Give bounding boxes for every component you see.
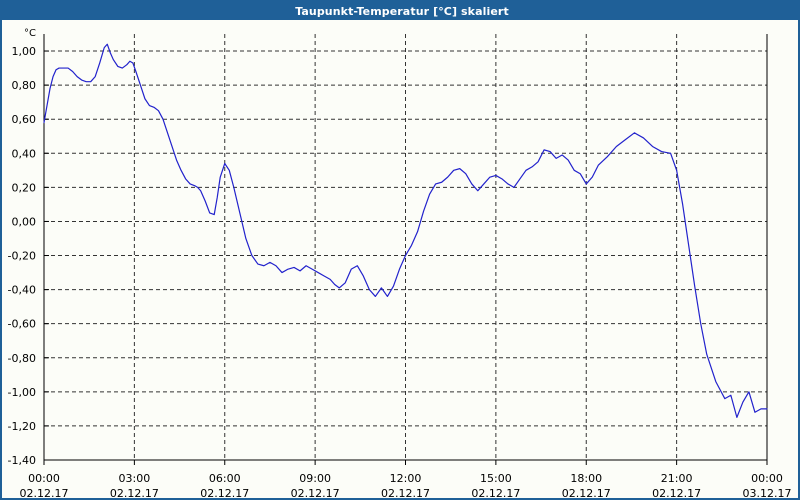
x-tick-label-date: 02.12.17: [381, 487, 430, 500]
y-axis-unit-label: °C: [24, 28, 36, 39]
x-tick-label-time: 03:00: [119, 472, 151, 485]
y-axis-unit-label-group: °C: [24, 28, 36, 39]
y-tick-label: -1,40: [8, 454, 36, 467]
x-tick-label-date: 02.12.17: [20, 487, 69, 500]
x-tick-label-date: 03.12.17: [743, 487, 792, 500]
x-tick-label-time: 09:00: [299, 472, 331, 485]
y-tick-label: -0,60: [8, 318, 36, 331]
x-tick-label-time: 18:00: [570, 472, 602, 485]
y-tick-label: 0,60: [12, 113, 37, 126]
x-gridlines: [43, 34, 768, 465]
x-tick-label-date: 02.12.17: [471, 487, 520, 500]
y-tick-label: -1,00: [8, 386, 36, 399]
y-tick-label: 1,00: [12, 45, 37, 58]
y-tick-label: 0,20: [12, 181, 37, 194]
x-tick-label-date: 02.12.17: [291, 487, 340, 500]
y-tick-label: 0,40: [12, 147, 37, 160]
y-tick-label: -0,40: [8, 284, 36, 297]
y-tick-label: -0,20: [8, 250, 36, 263]
x-tick-label-date: 02.12.17: [110, 487, 159, 500]
page-title: Taupunkt-Temperatur [°C] skaliert: [295, 4, 509, 18]
y-tick-label: 0,80: [12, 79, 37, 92]
x-tick-label-date: 02.12.17: [652, 487, 701, 500]
window-title-bar: Taupunkt-Temperatur [°C] skaliert: [2, 2, 798, 20]
y-axis-tick-labels: 1,00 0,80 0,60 0,40 0,20 0,00 -0,20 -0,40 -0,60 -…: [8, 45, 36, 467]
y-tick-label: -1,20: [8, 420, 36, 433]
y-tick-label: 0,00: [12, 215, 37, 228]
line-chart-plot: °C 1,00 0,80 0,60 0,40 0,20 0,00 -0,20 -0,40 -0,…: [8, 28, 792, 500]
x-tick-label-date: 02.12.17: [200, 487, 249, 500]
x-tick-label-time: 00:00: [28, 472, 60, 485]
chart-canvas: °C 1,00 0,80 0,60 0,40 0,20 0,00 -0,20 -0,40 -0,…: [2, 20, 798, 500]
plot-frame: [43, 34, 768, 461]
x-tick-label-time: 00:00: [751, 472, 783, 485]
x-axis-tick-labels: 00:00 02.12.17 03:00 02.12.17 06:00 02.12.17 0…: [20, 472, 792, 500]
data-line: [43, 43, 768, 418]
x-tick-label-date: 02.12.17: [562, 487, 611, 500]
x-tick-label-time: 06:00: [209, 472, 241, 485]
data-series-group: [43, 43, 768, 418]
x-tick-label-time: 21:00: [661, 472, 693, 485]
x-tick-label-time: 12:00: [390, 472, 422, 485]
y-tick-label: -0,80: [8, 352, 36, 365]
x-tick-label-time: 15:00: [480, 472, 512, 485]
